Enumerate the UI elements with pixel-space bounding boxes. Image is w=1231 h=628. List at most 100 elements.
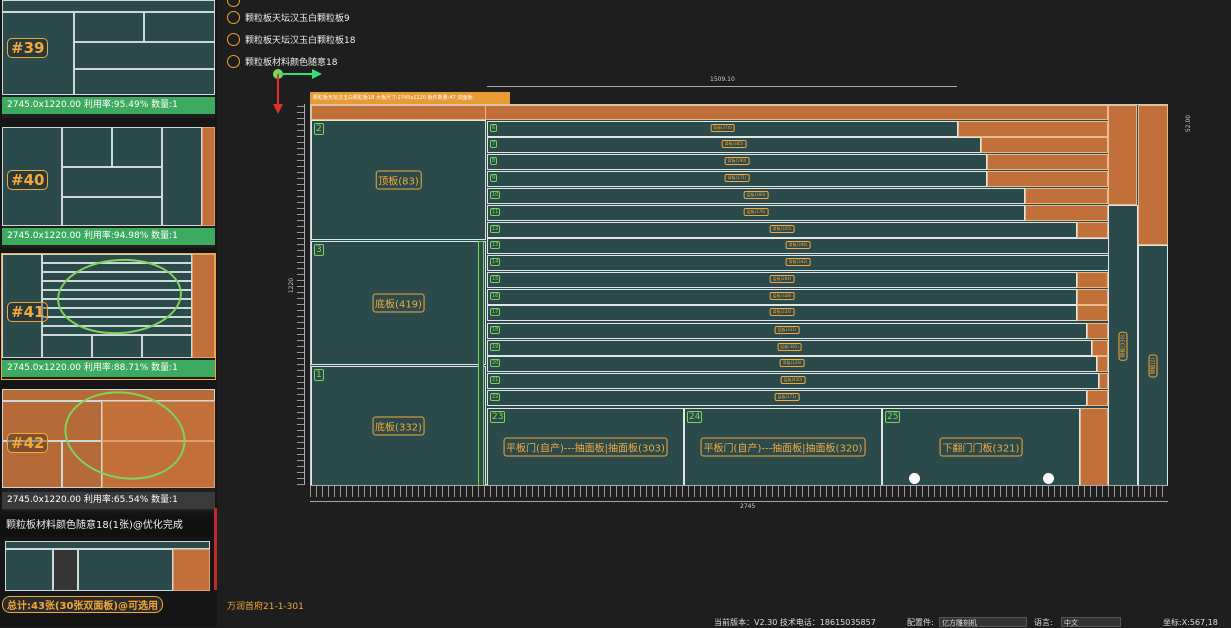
panel-label: 底板(332) (372, 417, 425, 436)
strip-panel[interactable]: 16 层板(328) (487, 289, 1077, 305)
status-bar: 当前版本：V2.30 技术电话：18615035857 配置件: 亿方雕刻机 语… (217, 617, 1231, 627)
waste-strip (958, 121, 1108, 137)
panel-label: 背板(325) (770, 225, 795, 233)
board-header: 颗粒板天坛汉玉白颗粒板18 大板尺寸:2745x1220 板件数量:47 双面板… (310, 92, 510, 104)
panel-door-2[interactable]: 24 平板门(自产)---抽面板|抽面板(320) (684, 408, 882, 486)
total-summary: 总计:43张(30张双面板)@可选用 (2, 596, 163, 613)
vertical-ruler (297, 104, 305, 485)
panel-number: 17 (490, 308, 500, 316)
material-label: 颗粒板天坛汉玉白颗粒板9 (245, 11, 350, 24)
panel-base-board[interactable]: 1 底板(332) (311, 366, 486, 486)
waste-strip (1025, 188, 1108, 204)
waste-block (1138, 105, 1168, 245)
strip-panel[interactable]: 18 层板(331) (487, 323, 1087, 339)
strip-panel[interactable]: 14背板(342) (487, 255, 1109, 271)
hinge-hole (1043, 473, 1054, 484)
sheet-number: #39 (7, 38, 48, 58)
panel-bottom-board[interactable]: 3 底板(419) (311, 241, 486, 365)
panel-label: 背板(342) (786, 258, 811, 266)
material-option[interactable]: 颗粒板天坛汉玉白颗粒板18 (227, 31, 355, 47)
strip-panel[interactable]: 10层板(160) (487, 188, 1025, 204)
machine-label: 配置件: (907, 617, 934, 628)
panel-door-3[interactable]: 25 下翻门门板(321) (882, 408, 1080, 486)
panel-label: 平板门(自产)---抽面板|抽面板(303) (503, 438, 668, 457)
radio-icon[interactable] (227, 55, 240, 68)
panel-number: 23 (490, 411, 505, 423)
strip-panel[interactable]: 7 背板(385) (487, 137, 981, 153)
panel-number: 12 (490, 225, 500, 233)
waste-strip (1087, 390, 1108, 406)
strip-panel[interactable]: 21 层板(420) (487, 373, 1099, 389)
strip-panel[interactable]: 6背板(374) (487, 121, 958, 137)
panel-number: 7 (490, 140, 497, 148)
panel-number: 18 (490, 326, 500, 334)
material-option[interactable] (227, 0, 245, 8)
sheet-card-next[interactable] (5, 541, 210, 591)
panel-number: 11 (490, 208, 500, 216)
waste-strip (1077, 305, 1108, 321)
hinge-hole (909, 473, 920, 484)
material-label: 颗粒板天坛汉玉白颗粒板18 (245, 33, 355, 46)
strip-panel[interactable]: 12 背板(325) (487, 222, 1077, 238)
strip-panel[interactable]: 13背板(346) (487, 238, 1109, 254)
sheet-card-41-selected[interactable]: #41 2745.0x1220.00 利用率:88.71% 数量:1 (2, 254, 215, 379)
panel-side-2[interactable]: 侧板(2) (1138, 245, 1168, 486)
panel-door-1[interactable]: 23 平板门(自产)---抽面板|抽面板(303) (487, 408, 684, 486)
sheet-number: #42 (7, 433, 48, 453)
panel-label: 背板(385) (722, 140, 747, 148)
waste-strip (1097, 356, 1108, 372)
strip-panel[interactable]: 9背板(171) (487, 171, 987, 187)
panel-label: 层板(328) (770, 292, 795, 300)
radio-icon[interactable] (227, 0, 240, 7)
top-dimension: 1509.10 (710, 76, 735, 83)
radio-icon[interactable] (227, 33, 240, 46)
sheet-info: 2745.0x1220.00 利用率:95.49% 数量:1 (2, 97, 215, 114)
panel-side-1[interactable]: 侧板(330) (1108, 205, 1138, 486)
waste-block (1108, 105, 1137, 205)
waste-strip (1077, 222, 1108, 238)
waste-strip (1099, 373, 1108, 389)
strip-panel[interactable]: 19层板(381) (487, 340, 1092, 356)
sheet-card-40[interactable]: #40 2745.0x1220.00 利用率:94.98% 数量:1 (2, 127, 215, 248)
coordinate-readout: 坐标:X:567,18 (1163, 617, 1218, 628)
sheet-card-42[interactable]: #42 2745.0x1220.00 利用率:65.54% 数量:1 (2, 389, 215, 511)
panel-number: 25 (885, 411, 900, 423)
material-option[interactable]: 颗粒板天坛汉玉白颗粒板9 (227, 9, 350, 25)
panel-top-board[interactable]: 2 顶板(83) (311, 120, 486, 240)
strip-panel[interactable]: 8背板(190) (487, 154, 987, 170)
panel-number: 3 (314, 244, 324, 256)
panel-label: 层板(171) (775, 393, 800, 401)
panel-number: 16 (490, 292, 500, 300)
panel-number: 24 (687, 411, 702, 423)
strip-panel[interactable]: 15层板(264) (487, 272, 1077, 288)
strip-panel[interactable]: 22层板(171) (487, 390, 1087, 406)
optimization-status: 颗粒板材料颜色随意18(1张)@优化完成 (0, 515, 217, 537)
waste-strip (1077, 289, 1108, 305)
project-name: 万润首府21-1-301 (227, 599, 304, 612)
panel-number: 21 (490, 376, 500, 384)
dimension-line (487, 86, 957, 87)
panel-label: 层板(264) (770, 275, 795, 283)
strip-panel[interactable]: 17背板(224) (487, 305, 1077, 321)
strip-panel[interactable]: 20背板(129) (487, 356, 1097, 372)
sheet-info: 2745.0x1220.00 利用率:94.98% 数量:1 (2, 228, 215, 245)
machine-select[interactable]: 亿方雕刻机 (939, 617, 1027, 627)
dimension-line (310, 501, 1168, 502)
panel-label: 层板(331) (775, 326, 800, 334)
waste-strip (1087, 323, 1108, 339)
waste-strip (981, 137, 1108, 153)
thin-strip (478, 241, 484, 486)
board-layout: 2 顶板(83) 3 底板(419) 1 底板(332) 6背板(374) 7 背板… (310, 104, 1168, 485)
radio-icon[interactable] (227, 11, 240, 24)
panel-label: 侧板(330) (1119, 331, 1128, 360)
panel-number: 2 (314, 123, 324, 135)
waste-strip (311, 105, 486, 120)
panel-number: 9 (490, 174, 497, 182)
strip-panel[interactable]: 11层板(176) (487, 205, 1025, 221)
sheet-card-39[interactable]: #39 2745.0x1220.00 利用率:95.49% 数量:1 (2, 0, 215, 118)
language-select[interactable]: 中文 (1061, 617, 1121, 627)
panel-number: 13 (490, 241, 500, 249)
panel-number: 8 (490, 157, 497, 165)
sheet-info: 2745.0x1220.00 利用率:88.71% 数量:1 (2, 360, 215, 377)
panel-label: 层板(420) (781, 376, 806, 384)
